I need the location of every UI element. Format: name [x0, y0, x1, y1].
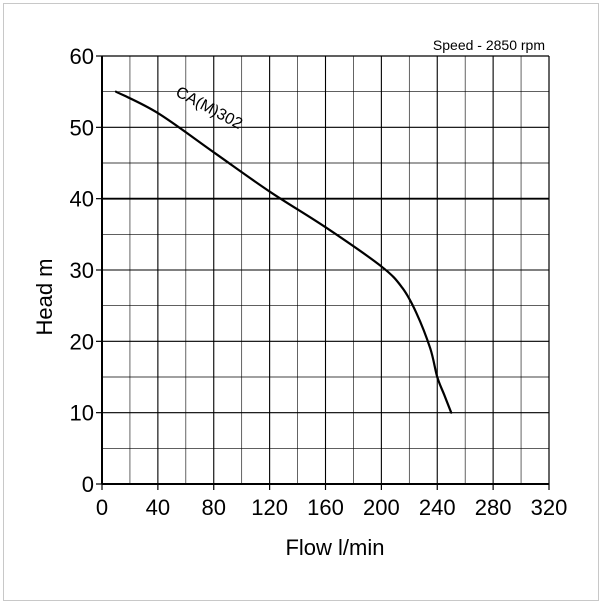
speed-annotation: Speed - 2850 rpm	[433, 37, 545, 53]
y-tick-label: 0	[82, 472, 94, 497]
x-tick-label: 320	[531, 495, 568, 520]
x-tick-label: 280	[475, 495, 512, 520]
y-tick-label: 10	[70, 401, 94, 426]
axes	[96, 55, 550, 490]
x-axis-label: Flow l/min	[285, 535, 384, 560]
grid	[102, 56, 549, 484]
y-axis-label: Head m	[32, 258, 57, 335]
y-tick-label: 20	[70, 329, 94, 354]
x-tick-label: 0	[96, 495, 108, 520]
x-tick-label: 80	[202, 495, 226, 520]
tick-labels: 0 40 80 120 160 200 240 280 320 0 10 20 30 40 50 60	[70, 44, 568, 520]
series	[114, 90, 453, 414]
x-tick-label: 40	[146, 495, 170, 520]
series-label: CA(M)302	[173, 84, 245, 133]
x-tick-label: 160	[307, 495, 344, 520]
series-line	[114, 90, 453, 414]
y-tick-label: 30	[70, 258, 94, 283]
x-tick-label: 200	[363, 495, 400, 520]
y-tick-label: 60	[70, 44, 94, 69]
x-tick-label: 240	[419, 495, 456, 520]
x-tick-label: 120	[251, 495, 288, 520]
y-tick-label: 50	[70, 115, 94, 140]
y-tick-label: 40	[70, 187, 94, 212]
